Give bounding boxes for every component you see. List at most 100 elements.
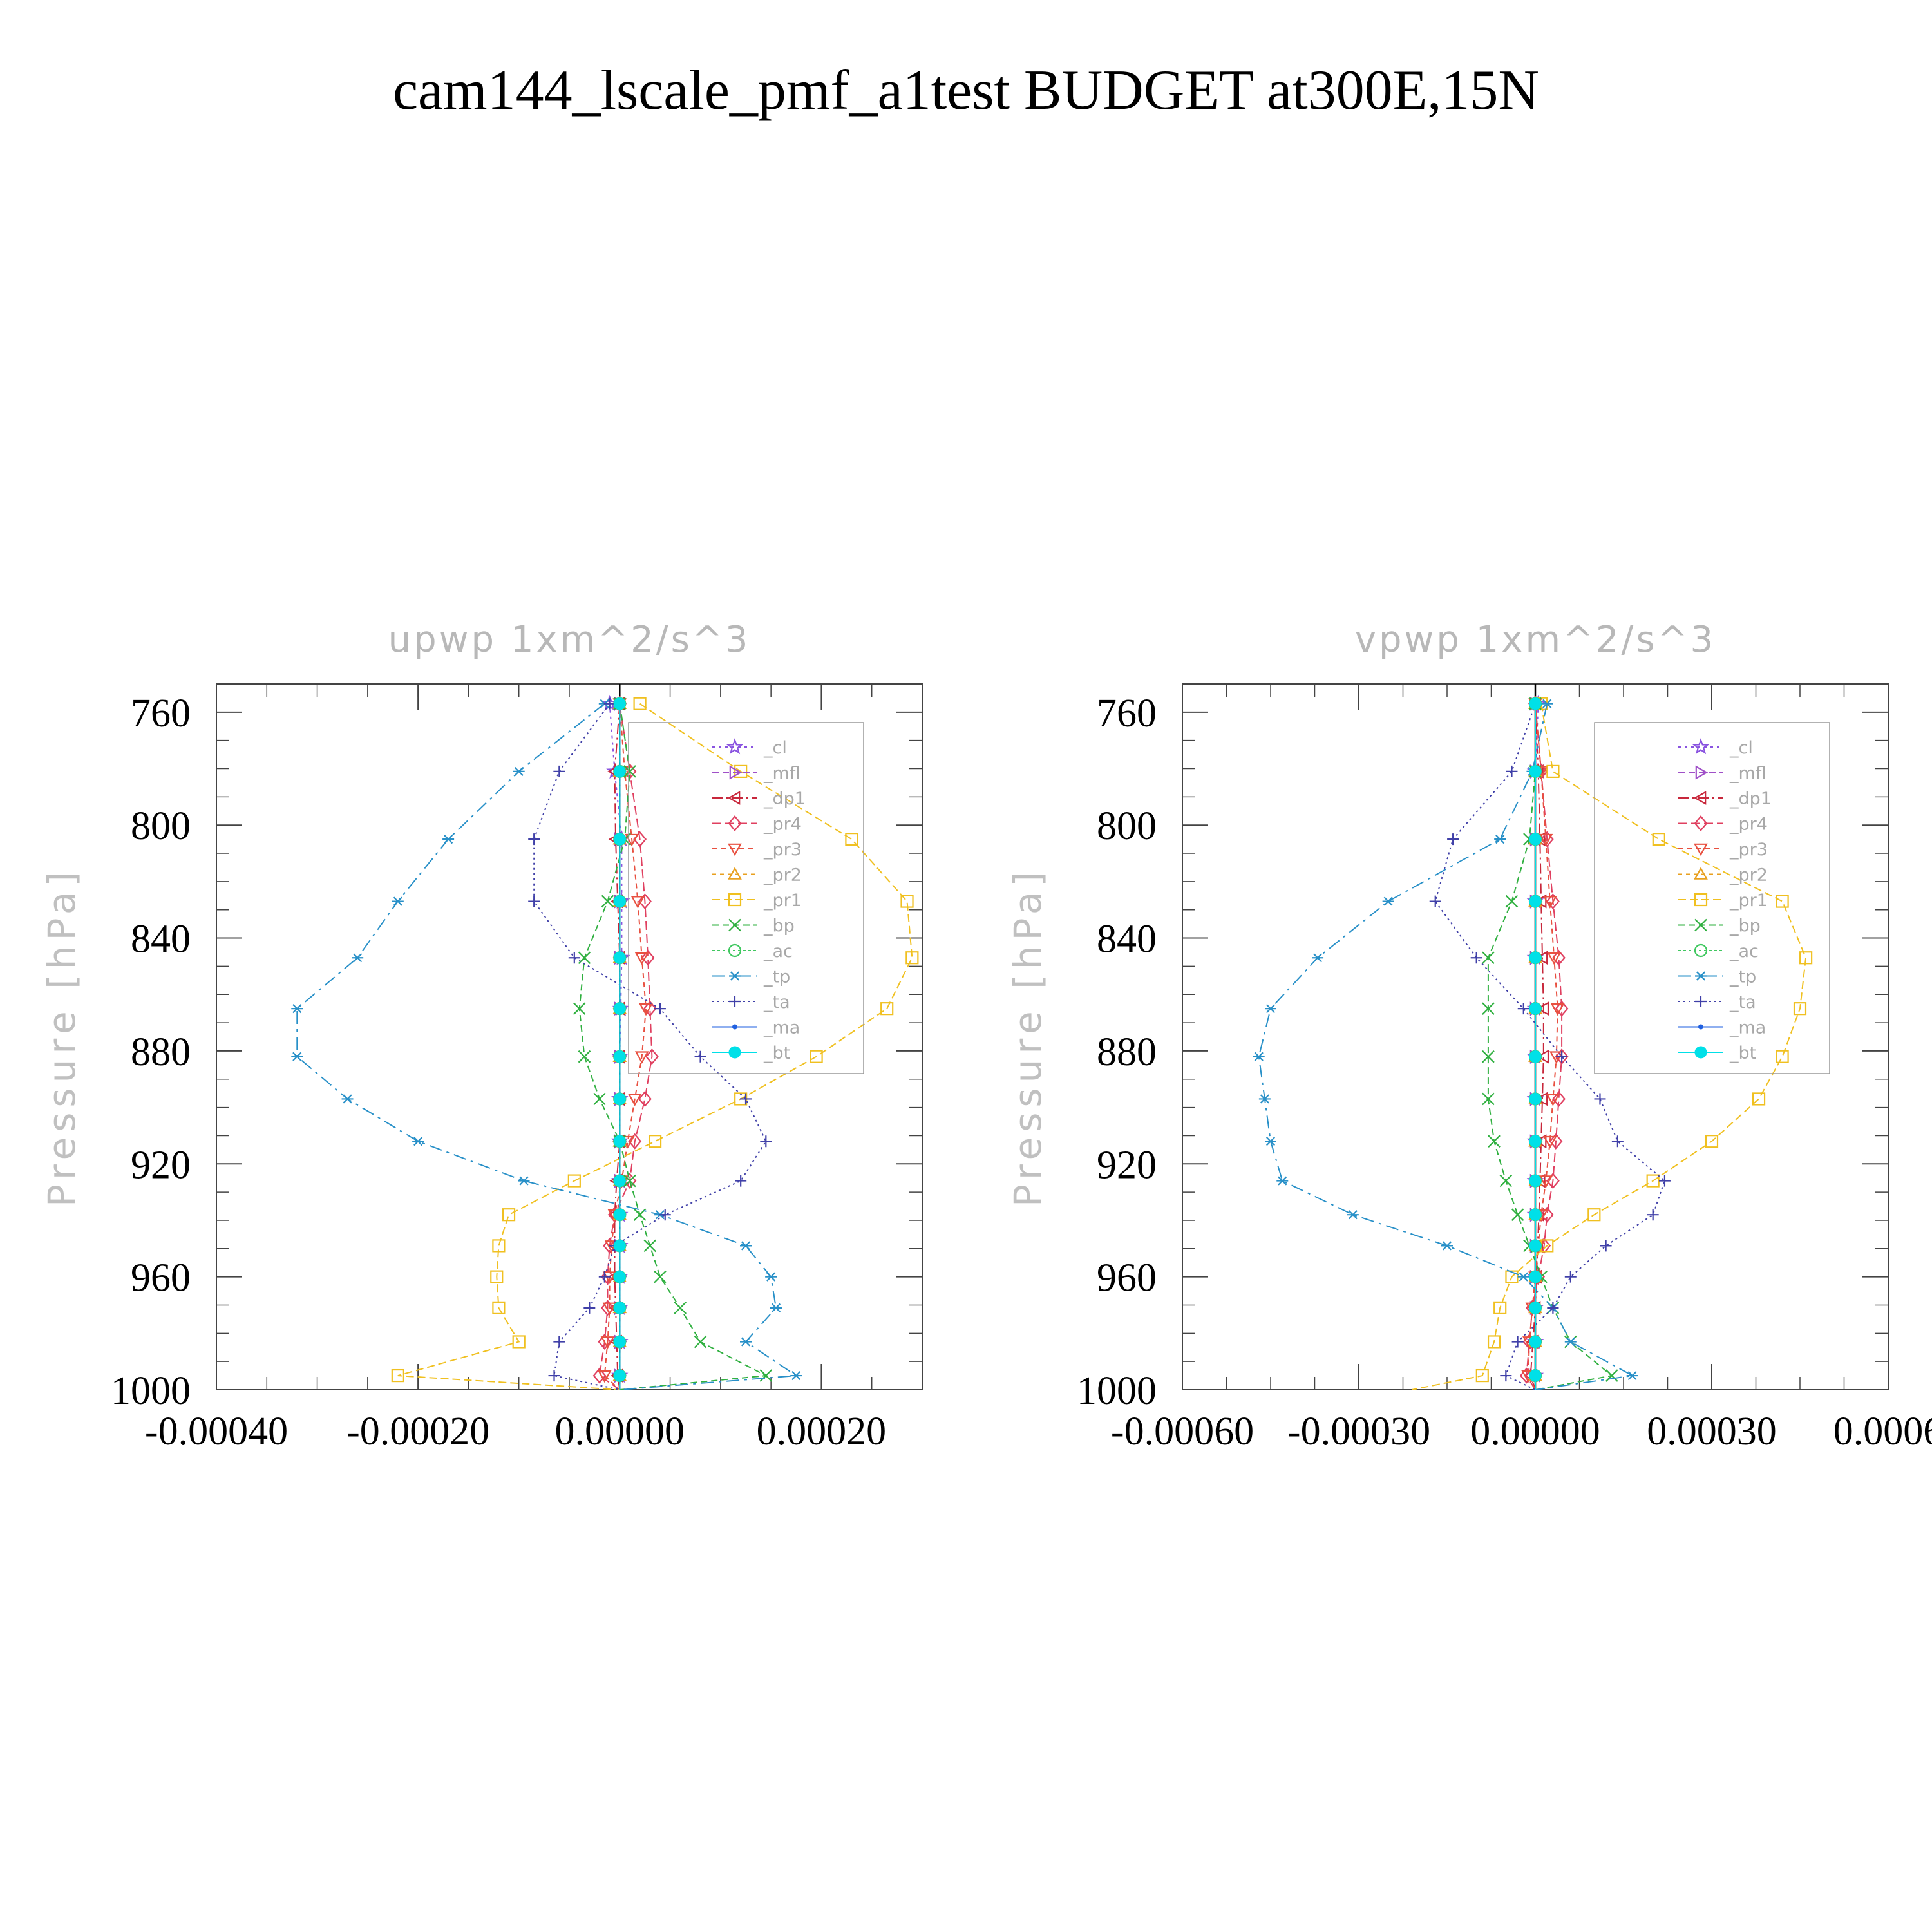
legend-label: _bp bbox=[1729, 916, 1761, 936]
legend-marker bbox=[1694, 1046, 1707, 1059]
y-tick-label: 800 bbox=[1097, 804, 1157, 848]
data-point bbox=[1529, 1050, 1542, 1063]
data-point bbox=[1475, 1368, 1489, 1383]
data-point bbox=[613, 1208, 626, 1221]
x-tick-label: -0.00020 bbox=[346, 1410, 489, 1454]
plot-frame bbox=[216, 683, 923, 1390]
legend-label: _mfl bbox=[1729, 764, 1766, 784]
data-point bbox=[623, 765, 636, 778]
y-tick-label: 840 bbox=[1097, 918, 1157, 961]
y-tick-label: 800 bbox=[131, 804, 191, 848]
legend-marker bbox=[1693, 791, 1707, 805]
series-tp bbox=[291, 699, 802, 1390]
legend-marker bbox=[728, 867, 742, 880]
legend-marker bbox=[728, 943, 742, 958]
data-point bbox=[1447, 833, 1459, 846]
data-point bbox=[512, 1335, 526, 1349]
y-tick-label: 760 bbox=[131, 692, 191, 735]
data-point bbox=[1529, 1135, 1542, 1148]
data-point bbox=[1546, 893, 1560, 910]
data-point bbox=[1564, 1271, 1577, 1283]
data-point bbox=[578, 1050, 591, 1063]
data-point bbox=[603, 697, 616, 710]
data-point bbox=[1511, 1336, 1524, 1348]
data-point bbox=[1505, 895, 1519, 908]
data-point bbox=[1536, 1001, 1549, 1016]
legend: _cl _mfl _dp1 _pr4 _pr3 _pr2 _pr1 _bp _ac _tp _ta _… bbox=[1594, 722, 1830, 1074]
legend-marker bbox=[1692, 737, 1710, 755]
series-bt bbox=[1529, 697, 1542, 1390]
series-pr4 bbox=[592, 696, 659, 1390]
data-point bbox=[1529, 765, 1542, 778]
legend-label: _cl bbox=[1729, 738, 1753, 758]
x-tick-label: 0.00030 bbox=[1647, 1410, 1777, 1454]
legend-marker bbox=[728, 1046, 741, 1059]
legend-marker bbox=[1694, 843, 1708, 857]
legend: _cl _mfl _dp1 _pr4 _pr3 _pr2 _pr1 _bp _ac _tp _ta _… bbox=[628, 722, 864, 1074]
data-point bbox=[1539, 1175, 1553, 1188]
data-point bbox=[1600, 1240, 1612, 1252]
legend-marker bbox=[728, 918, 741, 932]
data-point bbox=[1494, 835, 1506, 844]
data-point bbox=[1517, 1272, 1530, 1282]
data-point bbox=[492, 1301, 506, 1314]
data-point bbox=[845, 833, 858, 846]
data-point bbox=[1529, 1208, 1542, 1221]
data-point bbox=[1276, 1176, 1289, 1186]
data-point bbox=[1470, 952, 1482, 964]
legend-marker bbox=[1694, 943, 1708, 958]
data-point bbox=[1646, 1174, 1660, 1188]
legend-label: _pr3 bbox=[763, 840, 802, 860]
legend-label: _pr1 bbox=[1729, 891, 1768, 911]
x-tick-label: 0.00000 bbox=[1470, 1410, 1600, 1454]
data-point bbox=[643, 1000, 657, 1017]
data-point bbox=[1705, 1135, 1719, 1148]
data-point bbox=[1799, 951, 1813, 965]
data-point bbox=[568, 952, 580, 964]
data-point bbox=[1253, 1052, 1265, 1061]
panel-title: vpwp 1xm^2/s^3 bbox=[1355, 619, 1716, 661]
data-point bbox=[1564, 1337, 1577, 1347]
legend-label: _dp1 bbox=[1729, 789, 1772, 809]
data-point bbox=[1429, 895, 1441, 907]
data-point bbox=[740, 1241, 752, 1251]
series-ta bbox=[528, 697, 772, 1390]
data-point bbox=[601, 1300, 614, 1316]
data-point bbox=[735, 1175, 747, 1187]
data-point bbox=[694, 1335, 707, 1349]
legend-label: _pr4 bbox=[763, 815, 802, 835]
data-point bbox=[1540, 1206, 1554, 1223]
data-point bbox=[553, 765, 565, 777]
data-point bbox=[880, 1002, 894, 1016]
data-point bbox=[1542, 896, 1557, 909]
data-point bbox=[674, 1302, 687, 1314]
legend-marker bbox=[1694, 815, 1708, 832]
legend-marker bbox=[1694, 867, 1708, 880]
series-line bbox=[578, 703, 768, 1390]
data-point bbox=[392, 896, 404, 906]
legend-marker bbox=[1694, 893, 1708, 907]
data-point bbox=[1535, 951, 1548, 965]
data-point bbox=[760, 1135, 772, 1148]
data-point bbox=[1529, 697, 1542, 710]
data-point bbox=[1605, 1369, 1618, 1382]
panel-title: upwp 1xm^2/s^3 bbox=[388, 619, 751, 661]
data-point bbox=[613, 697, 626, 710]
legend-marker bbox=[727, 791, 741, 805]
data-point bbox=[291, 1004, 303, 1014]
data-point bbox=[1511, 1208, 1524, 1221]
data-point bbox=[1536, 1049, 1549, 1064]
legend-box bbox=[1594, 722, 1830, 1074]
data-point bbox=[734, 764, 748, 779]
data-point bbox=[502, 1208, 516, 1222]
data-point bbox=[905, 951, 919, 965]
data-point bbox=[1506, 765, 1518, 777]
data-point bbox=[638, 893, 652, 910]
legend-label: _dp1 bbox=[763, 789, 806, 809]
data-point bbox=[1529, 951, 1542, 964]
x-tick-label: -0.00060 bbox=[1111, 1410, 1254, 1454]
data-point bbox=[1587, 1208, 1601, 1222]
data-point bbox=[634, 1051, 649, 1064]
data-point bbox=[1312, 953, 1324, 963]
